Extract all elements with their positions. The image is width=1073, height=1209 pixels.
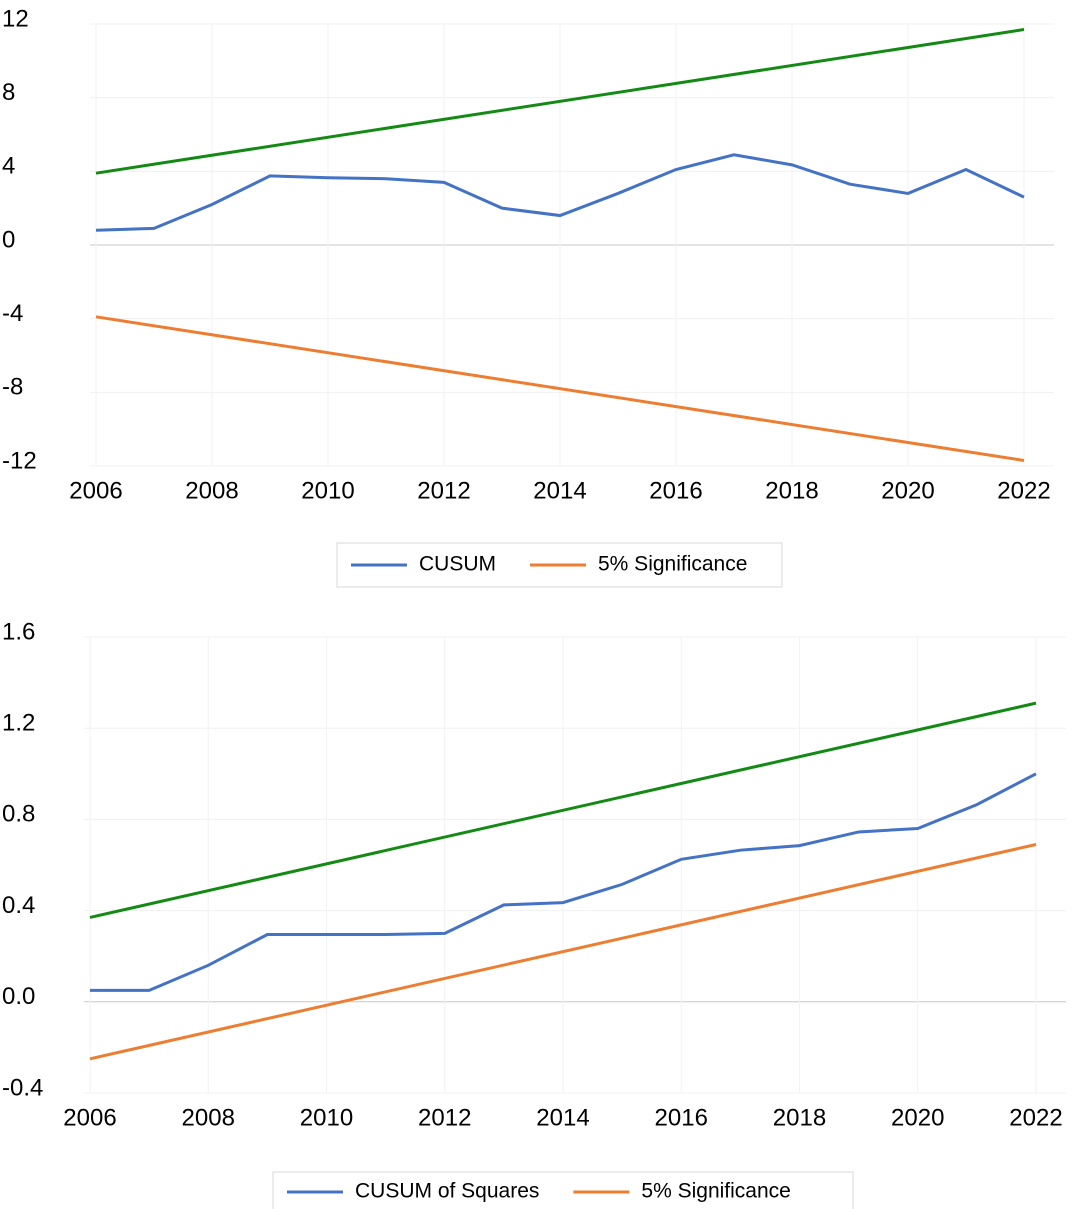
series-line — [89, 701, 1037, 919]
legend: CUSUM of Squares 5% Significance — [272, 1171, 854, 1209]
x-tick-label: 2012 — [418, 1104, 471, 1131]
legend-label: 5% Significance — [641, 1180, 790, 1203]
legend-label: CUSUM — [419, 553, 496, 576]
y-tick-label: 4 — [2, 153, 15, 180]
x-tick-label: 2014 — [533, 477, 586, 504]
y-tick-label: 8 — [2, 79, 15, 106]
x-tick-label: 2010 — [300, 1104, 353, 1131]
x-tick-label: 2008 — [182, 1104, 235, 1131]
series-line — [95, 28, 1025, 175]
y-tick-label: 0.8 — [2, 801, 35, 828]
x-tick-label: 2010 — [301, 477, 354, 504]
y-tick-label: 1.2 — [2, 710, 35, 737]
y-tick-label: -4 — [2, 300, 23, 327]
y-tick-label: 0.4 — [2, 892, 35, 919]
y-tick-label: -8 — [2, 374, 23, 401]
y-tick-label: -0.4 — [2, 1074, 43, 1101]
x-tick-label: 2020 — [891, 1104, 944, 1131]
legend-box — [272, 1171, 854, 1209]
x-tick-label: 2016 — [655, 1104, 708, 1131]
x-tick-label: 2014 — [536, 1104, 589, 1131]
x-tick-label: 2022 — [1009, 1104, 1062, 1131]
x-tick-label: 2006 — [69, 477, 122, 504]
series-line — [90, 772, 1037, 992]
x-tick-label: 2018 — [765, 477, 818, 504]
x-tick-label: 2012 — [417, 477, 470, 504]
series-line — [95, 315, 1025, 462]
y-tick-label: 0.0 — [2, 983, 35, 1010]
x-tick-label: 2016 — [649, 477, 702, 504]
series-line — [95, 153, 1025, 232]
x-tick-label: 2022 — [997, 477, 1050, 504]
legend-label: 5% Significance — [598, 553, 747, 576]
x-tick-label: 2018 — [773, 1104, 826, 1131]
legend-label: CUSUM of Squares — [355, 1180, 539, 1203]
x-tick-label: 2008 — [185, 477, 238, 504]
y-tick-label: -12 — [2, 447, 37, 474]
series-line — [89, 843, 1037, 1061]
legend: CUSUM 5% Significance — [336, 542, 783, 588]
y-tick-label: 12 — [2, 5, 29, 32]
x-tick-label: 2020 — [881, 477, 934, 504]
y-tick-label: 1.6 — [2, 618, 35, 645]
x-tick-label: 2006 — [63, 1104, 116, 1131]
y-tick-label: 0 — [2, 226, 15, 253]
